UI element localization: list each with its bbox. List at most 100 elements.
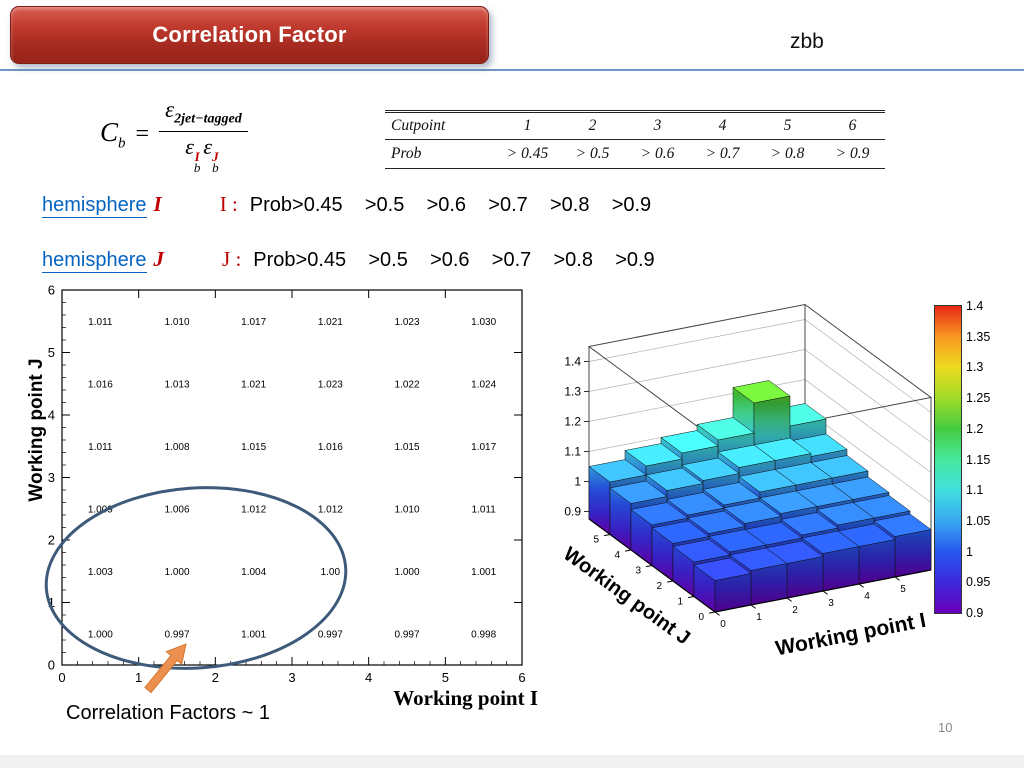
lego-y-tick-label: 2 — [656, 581, 662, 592]
grid-value: 0.997 — [394, 629, 419, 640]
grid-value: 1.000 — [88, 629, 113, 640]
cutpoint-header-cell: 5 — [783, 117, 792, 134]
grid-plot-y-title: Working point J — [26, 358, 47, 501]
colorbar-tick-label: 0.95 — [966, 575, 991, 590]
lego-x-tick-label: 2 — [792, 605, 798, 616]
grid-value: 1.015 — [394, 442, 419, 453]
cutpoint-header-cell: 2 — [588, 117, 597, 134]
grid-value: 1.000 — [164, 567, 189, 578]
colorbar-tick-label: 1.3 — [966, 360, 984, 375]
grid-plot-svg: 0 1 2 3 4 5 6 0 1 2 3 4 5 6 1.011 1.010 1.017 1.021 1.023 1… — [26, 283, 526, 686]
colorbar-tick-label: 1.2 — [966, 421, 984, 436]
hemisphere-link[interactable]: hemisphere — [42, 194, 147, 218]
y-tick-label: 5 — [48, 345, 55, 360]
colorbar-tick-label: 1.15 — [966, 452, 991, 467]
slide-title: Correlation Factor — [152, 22, 347, 47]
lego-x-tick-label: 4 — [864, 591, 870, 602]
grid-value: 1.00 — [321, 567, 341, 578]
y-tick-label: 3 — [48, 470, 55, 485]
grid-value: 1.015 — [241, 442, 266, 453]
x-tick-label: 6 — [518, 670, 525, 685]
title-banner: Correlation Factor — [10, 6, 489, 64]
lego-y-tick-label: 1 — [677, 597, 683, 608]
grid-value: 1.010 — [394, 504, 419, 515]
lego-x-tick-label: 3 — [828, 598, 834, 609]
grid-value: 0.998 — [471, 629, 496, 640]
hemisphere-letter: I — [153, 192, 162, 216]
colorbar-gradient — [934, 305, 962, 614]
y-tick-label: 0 — [48, 658, 55, 673]
cutpoint-header-cell: 6 — [848, 117, 857, 134]
slide-bottom-edge — [0, 755, 1024, 768]
grid-value: 1.013 — [164, 379, 189, 390]
x-tick-label: 2 — [212, 670, 219, 685]
cutpoint-header-cell: 1 — [523, 117, 532, 134]
cutpoint-prob-row: Prob > 0.45 > 0.5 > 0.6 > 0.7 > 0.8 > 0.9 — [385, 140, 885, 168]
grid-value: 0.997 — [318, 629, 343, 640]
hemisphere-link[interactable]: hemisphere — [42, 249, 147, 273]
colorbar-tick-label: 1.25 — [966, 391, 991, 406]
corner-label: zbb — [790, 30, 824, 53]
x-tick-label: 4 — [365, 670, 372, 685]
page-number: 10 — [938, 720, 953, 735]
grid-value: 1.010 — [164, 317, 189, 328]
y-tick-label: 6 — [48, 283, 55, 298]
cutpoint-prob-cell: > 0.7 — [705, 145, 740, 162]
grid-value: 1.001 — [241, 629, 266, 640]
grid-value: 1.023 — [318, 379, 343, 390]
hemisphere-prefix: I : — [219, 192, 238, 216]
cutpoint-table: Cutpoint 1 2 3 4 5 6 Prob > 0.45 > 0.5 > 0.6 > 0.7… — [385, 110, 885, 169]
lego-plot-svg: 0.9 1 1.1 1.2 1.3 1.4 0 1 2 3 4 5 0 1 2 3 4 5 Working poin… — [559, 303, 933, 661]
colorbar-tick-label: 0.9 — [966, 606, 984, 620]
x-tick-label: 3 — [288, 670, 295, 685]
cutpoint-header-cell: Cutpoint — [391, 117, 446, 134]
grid-value: 0.997 — [164, 629, 189, 640]
grid-value: 1.011 — [88, 442, 113, 453]
grid-value: 1.000 — [394, 567, 419, 578]
hemisphere-line-j: hemisphere J J : Prob>0.45 >0.5 >0.6 >0.… — [42, 247, 655, 273]
grid-value: 1.009 — [88, 504, 113, 515]
colorbar-tick-label: 1.1 — [966, 483, 984, 498]
hemisphere-line-i: hemisphere I I : Prob>0.45 >0.5 >0.6 >0.… — [42, 192, 651, 218]
lego-z-tick-label: 0.9 — [564, 505, 581, 519]
formula-numerator: ε2jet−tagged — [159, 97, 248, 132]
grid-value: 1.008 — [164, 442, 189, 453]
lego-z-tick-label: 1.2 — [564, 415, 581, 429]
cutpoint-prob-cell: > 0.9 — [835, 145, 870, 162]
arrow-shape — [144, 643, 187, 694]
cutpoint-prob-cell: > 0.6 — [640, 145, 675, 162]
correlation-ellipse — [44, 486, 348, 670]
grid-value: 1.006 — [164, 504, 189, 515]
hemisphere-cut-values: Prob>0.45 >0.5 >0.6 >0.7 >0.8 >0.9 — [253, 249, 655, 271]
grid-value: 1.011 — [472, 504, 497, 515]
y-tick-label: 1 — [48, 595, 55, 610]
lego-x-title: Working point I — [774, 609, 928, 661]
grid-value: 1.012 — [241, 504, 266, 515]
lego-x-tick-label: 1 — [756, 612, 762, 623]
grid-value: 1.012 — [318, 504, 343, 515]
grid-value: 1.022 — [394, 379, 419, 390]
grid-value: 1.017 — [241, 317, 266, 328]
grid-plot-x-title: Working point I — [393, 686, 538, 710]
x-tick-label: 0 — [58, 670, 65, 685]
lego-y-tick-label: 4 — [614, 550, 620, 561]
lego-z-tick-label: 1.1 — [564, 445, 581, 459]
cutpoint-header-row: Cutpoint 1 2 3 4 5 6 — [385, 113, 885, 140]
annotation-label: Correlation Factors ~ 1 — [66, 702, 270, 724]
lego-z-tick-label: 1 — [574, 475, 581, 489]
cutpoint-prob-cell: > 0.45 — [506, 145, 549, 162]
grid-value: 1.024 — [471, 379, 496, 390]
grid-value: 1.017 — [471, 442, 496, 453]
header-divider — [0, 69, 1024, 71]
cutpoint-prob-cell: > 0.5 — [575, 145, 610, 162]
lego-y-tick-label: 0 — [698, 612, 704, 623]
grid-value: 1.016 — [318, 442, 343, 453]
cutpoint-header-cell: 4 — [718, 117, 727, 134]
lego-x-tick-label: 0 — [720, 619, 726, 630]
colorbar-labels: 1.4 1.35 1.3 1.25 1.2 1.15 1.1 1.05 1 0.95 0.9 — [966, 299, 1006, 620]
lego-x-tick-label: 5 — [900, 584, 906, 595]
colorbar-tick-label: 1.35 — [966, 329, 991, 344]
